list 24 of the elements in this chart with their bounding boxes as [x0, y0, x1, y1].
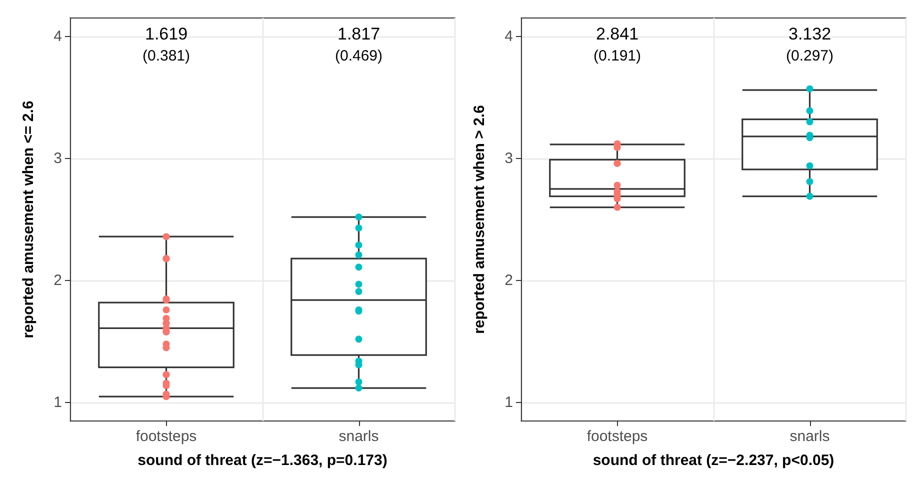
x-tick-label: footsteps: [136, 428, 197, 445]
y-tick-label: 1: [504, 394, 513, 412]
x-tick-label: snarls: [338, 428, 379, 445]
annotation: 1.619: [144, 24, 188, 44]
x-tick-label: footsteps: [586, 428, 648, 445]
y-tick-label: 2: [504, 272, 513, 290]
annotation: 3.132: [788, 24, 832, 44]
x-axis-title: sound of threat (z=−1.363, p=0.173): [138, 452, 388, 469]
annotation: (0.297): [786, 48, 834, 64]
y-tick-label: 4: [504, 28, 513, 45]
annotation: (0.381): [142, 48, 190, 64]
y-axis-title: reported amusement when <= 2.6: [20, 100, 37, 338]
annotation: 2.841: [596, 24, 639, 44]
y-tick-label: 1: [54, 394, 62, 412]
annotation: (0.191): [593, 48, 642, 64]
y-tick-label: 4: [54, 28, 62, 45]
x-tick-label: snarls: [790, 428, 830, 445]
y-tick-label: 3: [504, 150, 513, 167]
annotation: 1.817: [337, 24, 380, 44]
x-axis-title: sound of threat (z=−2.237, p<0.05): [592, 452, 834, 469]
y-axis-title: reported amusement when > 2.6: [471, 105, 488, 334]
y-tick-label: 2: [54, 272, 62, 290]
y-tick-label: 3: [54, 150, 62, 167]
annotation: (0.469): [334, 48, 383, 64]
